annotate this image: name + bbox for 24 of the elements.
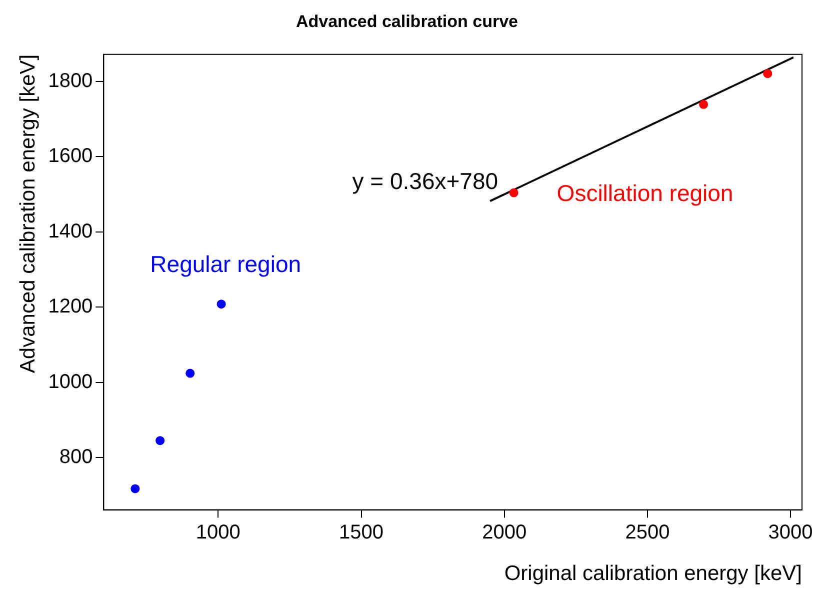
y-tick-label: 1800 <box>48 70 93 92</box>
chart-title: Advanced calibration curve <box>296 12 518 31</box>
point <box>216 300 226 309</box>
x-tick-label: 2500 <box>625 521 670 544</box>
x-tick-label: 3000 <box>768 521 813 544</box>
y-axis-title: Advanced calibration energy [keV] <box>16 54 40 374</box>
y-tick-label: 1000 <box>48 370 93 393</box>
point <box>763 69 772 78</box>
annotation: Oscillation region <box>556 180 734 206</box>
point <box>509 188 518 198</box>
x-axis-title: Original calibration energy [keV] <box>504 562 802 586</box>
point <box>156 436 165 446</box>
x-tick-label: 2000 <box>482 521 527 544</box>
annotation: y = 0.36x+780 <box>352 168 498 194</box>
y-tick-label: 800 <box>59 446 93 468</box>
annotation: Regular region <box>150 251 302 278</box>
y-tick-label: 1600 <box>48 145 93 168</box>
y-tick-label: 1200 <box>48 296 93 318</box>
point <box>130 484 140 494</box>
point <box>699 100 708 109</box>
point <box>186 368 195 378</box>
y-tick-label: 1400 <box>48 220 93 242</box>
x-tick-label: 1000 <box>196 521 240 544</box>
x-tick-label: 1500 <box>339 521 384 544</box>
